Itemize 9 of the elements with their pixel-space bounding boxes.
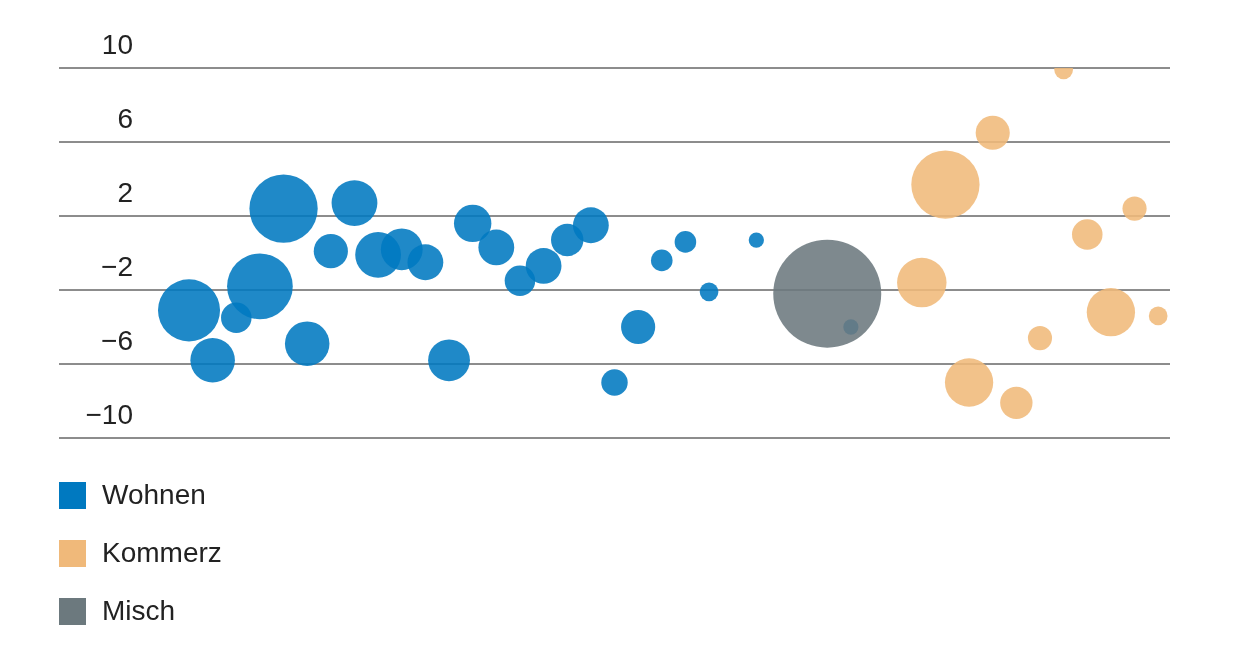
y-tick-label: −2	[101, 251, 133, 282]
legend-label: Misch	[102, 595, 176, 627]
legend-label: Wohnen	[102, 479, 206, 511]
y-tick-label: 10	[101, 29, 133, 60]
legend-label: Kommerz	[102, 537, 222, 569]
y-tick-label: −6	[101, 325, 133, 356]
y-tick-label: −10	[85, 399, 133, 430]
y-tick-label: 2	[117, 177, 133, 208]
y-tick-label: 6	[117, 103, 133, 134]
